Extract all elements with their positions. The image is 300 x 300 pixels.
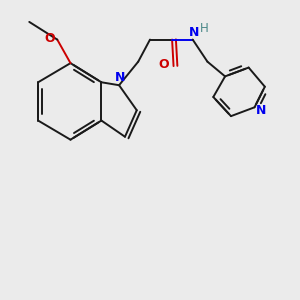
Text: N: N <box>189 26 200 39</box>
Text: O: O <box>158 58 169 71</box>
Text: N: N <box>256 104 266 117</box>
Text: H: H <box>200 22 208 35</box>
Text: N: N <box>116 71 126 84</box>
Text: O: O <box>45 32 55 45</box>
